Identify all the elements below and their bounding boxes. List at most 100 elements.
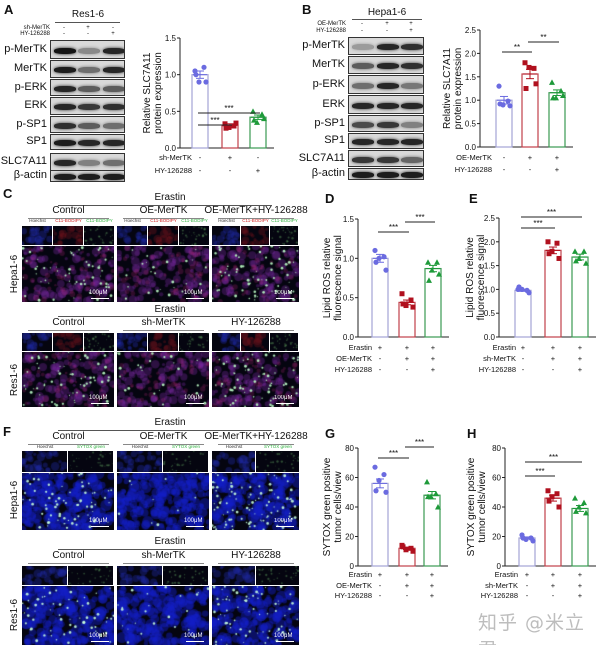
blot-band xyxy=(377,82,399,89)
condition-label: Erastin xyxy=(349,343,372,352)
condition-sign: + xyxy=(551,343,556,352)
data-point xyxy=(196,79,202,85)
y-tick-label: 0.5 xyxy=(343,294,355,303)
data-point xyxy=(533,81,539,87)
data-point xyxy=(522,60,528,66)
condition-sign: + xyxy=(405,354,410,363)
data-point xyxy=(400,301,406,307)
channel-thumbnail xyxy=(68,451,113,472)
data-point xyxy=(530,538,536,544)
condition-label: HY-126288 xyxy=(231,317,281,328)
scale-bar xyxy=(276,298,294,299)
channel-label: Hoechst xyxy=(124,218,141,223)
blot-strip xyxy=(348,133,424,149)
data-point xyxy=(576,504,582,510)
y-tick-label: 0.5 xyxy=(465,120,477,129)
condition-label: OE-MerTK+HY-126288 xyxy=(204,205,308,216)
blot-strip xyxy=(348,37,424,55)
significance-label: *** xyxy=(224,104,233,113)
merged-micrograph xyxy=(212,473,299,530)
channel-label: C11-BODIPY xyxy=(271,218,298,223)
condition-sign: + xyxy=(228,153,233,162)
bar xyxy=(544,249,562,338)
scale-bar-label: 100μM xyxy=(184,395,203,401)
blot-band xyxy=(103,174,124,180)
blot-band xyxy=(78,140,100,146)
blot-band xyxy=(78,67,100,73)
blot-strip xyxy=(50,170,125,182)
significance-label: ** xyxy=(540,33,546,42)
condition-label: HY-126288 xyxy=(231,550,281,561)
data-point xyxy=(233,120,239,126)
condition-label: Erastin xyxy=(349,570,372,579)
blot-strip xyxy=(50,97,125,115)
data-point xyxy=(526,64,532,70)
y-tick-label: 1.5 xyxy=(465,73,477,82)
blot-band xyxy=(54,140,76,146)
y-tick-label: 2.5 xyxy=(465,26,477,35)
blot-band xyxy=(352,139,374,145)
y-tick-label: 2.0 xyxy=(465,49,477,58)
panel-label-e: E xyxy=(469,191,478,206)
condition-underline xyxy=(123,444,204,445)
scale-bar xyxy=(276,403,294,404)
merged-micrograph xyxy=(117,352,209,407)
panel-label-a: A xyxy=(4,2,14,17)
channel-label: Hoechst xyxy=(36,444,54,449)
y-axis-label: tumor cells/view xyxy=(477,471,488,543)
scale-bar-label: 100μM xyxy=(89,518,108,524)
merged-micrograph xyxy=(22,352,114,407)
condition-sign: - xyxy=(379,581,382,590)
y-tick-label: 0.5 xyxy=(484,309,496,318)
y-tick-label: 0 xyxy=(350,562,355,571)
data-point xyxy=(226,124,232,130)
significance-label: *** xyxy=(549,453,558,462)
channel-thumbnail xyxy=(148,333,178,351)
blot-protein-label: p-ERK xyxy=(14,80,47,93)
blot-strip xyxy=(348,168,424,180)
condition-underline xyxy=(123,563,204,564)
blot-band xyxy=(78,174,100,180)
condition-label: OE-MerTK xyxy=(336,354,372,363)
blot-band xyxy=(78,160,100,166)
blot-condition-sign: - xyxy=(63,31,65,37)
merged-micrograph xyxy=(117,473,209,530)
significance-label: *** xyxy=(533,219,542,228)
blot-protein-label: p-SP1 xyxy=(16,117,47,130)
condition-sign: + xyxy=(431,354,436,363)
y-tick-label: 0.5 xyxy=(165,107,177,116)
channel-thumbnail xyxy=(53,226,83,245)
data-point xyxy=(572,495,578,501)
condition-underline xyxy=(28,444,109,445)
data-point xyxy=(546,251,552,257)
channel-thumbnail xyxy=(256,566,299,585)
y-tick-label: 1.5 xyxy=(484,262,496,271)
data-point xyxy=(429,267,435,273)
data-point xyxy=(408,545,414,551)
y-axis-label: Relative SLC7A11 xyxy=(142,52,153,133)
scale-bar-label: 100μM xyxy=(274,518,293,524)
chart-e: 0.0 0.5 1.0 1.5 2.0 2.5 Lipid ROS relative fluo… xyxy=(465,208,596,374)
data-point xyxy=(203,79,209,85)
blot-protein-label: SP1 xyxy=(26,135,47,147)
blot-condition-sign: - xyxy=(63,25,65,31)
channel-label: SYTOX green xyxy=(172,444,200,449)
condition-label: HY-126288 xyxy=(455,165,492,174)
data-point xyxy=(497,101,503,107)
y-tick-label: 20 xyxy=(492,533,501,542)
blot-band xyxy=(377,121,399,128)
condition-sign: + xyxy=(405,343,410,352)
y-tick-label: 0.0 xyxy=(165,144,177,153)
data-point xyxy=(410,304,416,310)
significance-label: ** xyxy=(514,43,520,52)
condition-sign: + xyxy=(521,343,526,352)
channel-label: C11-BODIPY xyxy=(181,218,208,223)
condition-sign: - xyxy=(379,365,382,374)
blot-band xyxy=(401,121,423,128)
blot-protein-label: β-actin xyxy=(13,169,47,181)
data-point xyxy=(433,490,439,497)
merged-micrograph xyxy=(212,586,299,645)
y-axis-label: protein expression xyxy=(453,48,464,130)
condition-sign: - xyxy=(526,591,529,600)
treatment-label: Erastin xyxy=(154,536,186,547)
